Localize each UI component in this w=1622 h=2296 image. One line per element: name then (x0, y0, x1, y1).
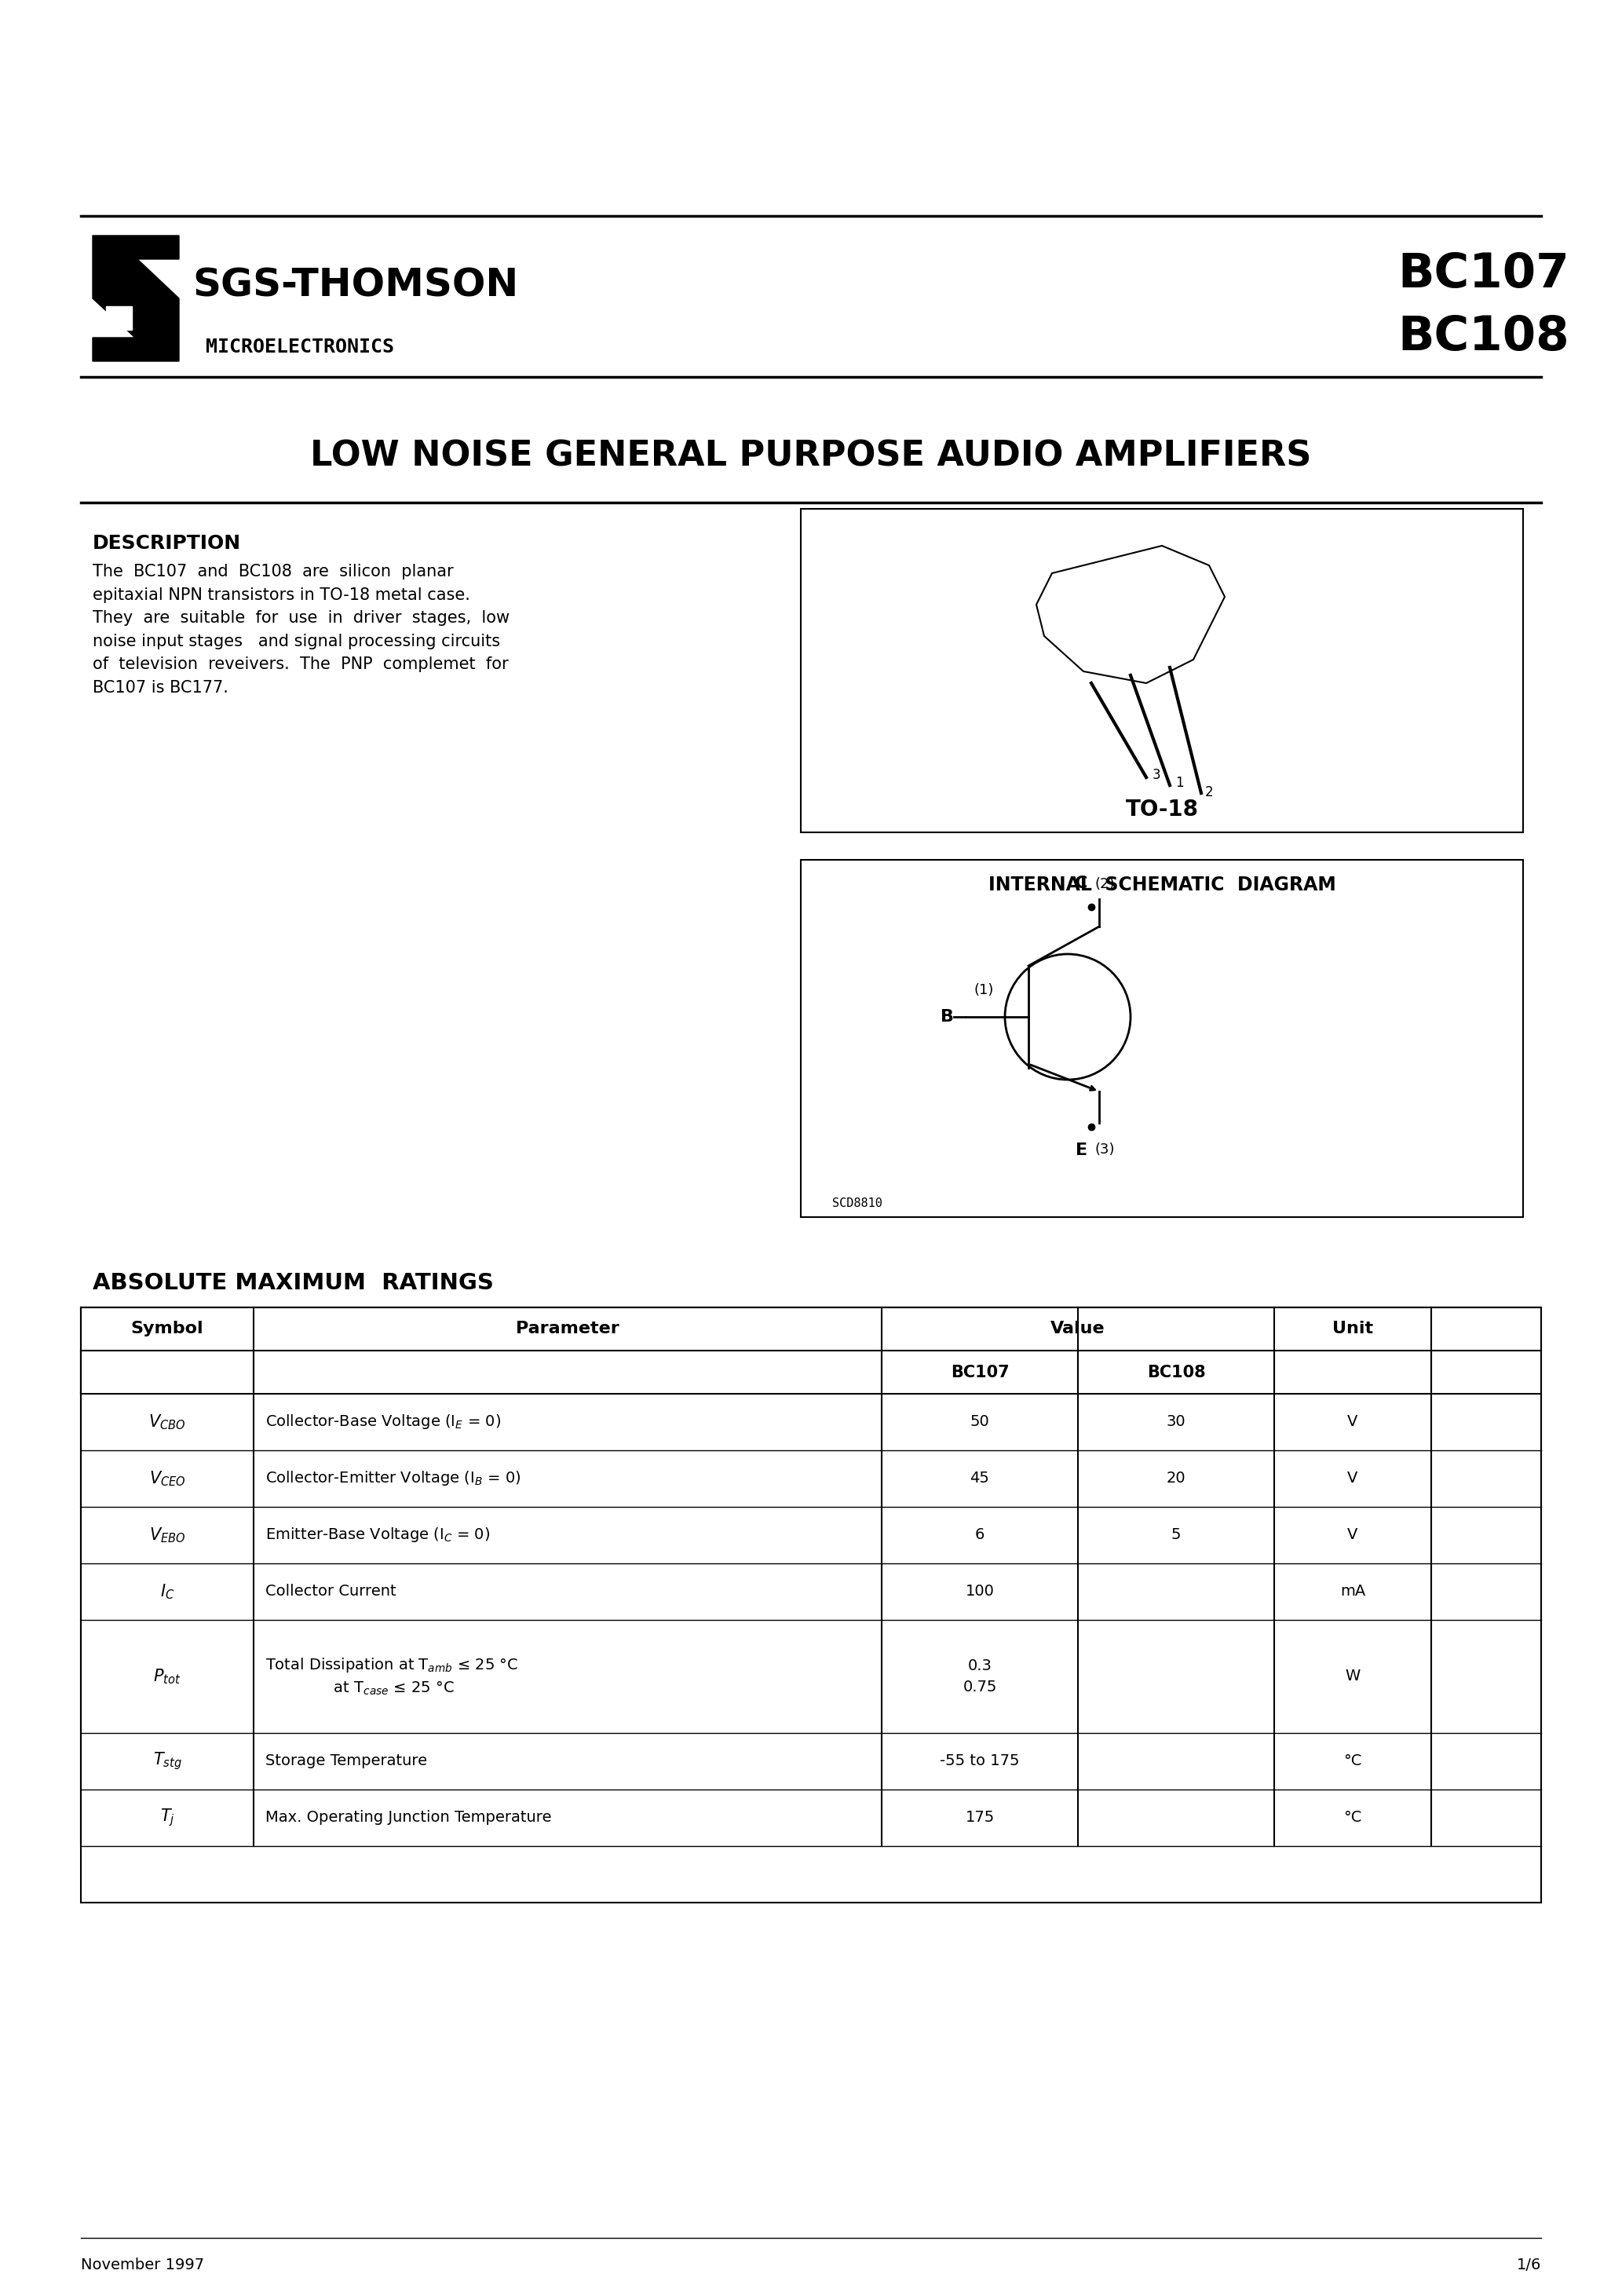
Text: Collector-Emitter Voltage (I$_B$ = 0): Collector-Emitter Voltage (I$_B$ = 0) (266, 1469, 521, 1488)
Text: Emitter-Base Voltage (I$_C$ = 0): Emitter-Base Voltage (I$_C$ = 0) (266, 1527, 490, 1545)
Text: -55 to 175: -55 to 175 (941, 1754, 1020, 1768)
Polygon shape (105, 305, 131, 331)
Text: BC107: BC107 (1398, 250, 1568, 298)
Text: 1/6: 1/6 (1517, 2257, 1541, 2273)
Text: ABSOLUTE MAXIMUM  RATINGS: ABSOLUTE MAXIMUM RATINGS (92, 1272, 493, 1295)
Text: V: V (1348, 1472, 1358, 1486)
Text: V: V (1348, 1527, 1358, 1543)
Text: LOW NOISE GENERAL PURPOSE AUDIO AMPLIFIERS: LOW NOISE GENERAL PURPOSE AUDIO AMPLIFIE… (310, 441, 1312, 473)
Text: Unit: Unit (1332, 1320, 1374, 1336)
Text: mA: mA (1340, 1584, 1366, 1598)
Text: 30: 30 (1166, 1414, 1186, 1430)
Text: 100: 100 (965, 1584, 994, 1598)
Text: °C: °C (1343, 1809, 1362, 1825)
Text: $V_{CBO}$: $V_{CBO}$ (149, 1412, 187, 1430)
Text: $P_{tot}$: $P_{tot}$ (154, 1667, 182, 1685)
Text: (1): (1) (973, 983, 993, 996)
Text: Collector-Base Voltage (I$_E$ = 0): Collector-Base Voltage (I$_E$ = 0) (266, 1412, 501, 1430)
Text: 3: 3 (1153, 767, 1161, 783)
Text: TO-18: TO-18 (1126, 799, 1199, 820)
Text: Symbol: Symbol (131, 1320, 204, 1336)
Text: V: V (1348, 1414, 1358, 1430)
Text: $I_{C}$: $I_{C}$ (161, 1582, 175, 1600)
Text: Collector Current: Collector Current (266, 1584, 396, 1598)
Text: $T_{j}$: $T_{j}$ (161, 1807, 175, 1828)
Text: $V_{CEO}$: $V_{CEO}$ (149, 1469, 185, 1488)
Text: BC108: BC108 (1398, 315, 1568, 360)
Text: Parameter: Parameter (516, 1320, 620, 1336)
Text: The  BC107  and  BC108  are  silicon  planar
epitaxial NPN transistors in TO-18 : The BC107 and BC108 are silicon planar e… (92, 565, 509, 696)
Text: 5: 5 (1171, 1527, 1181, 1543)
Text: November 1997: November 1997 (81, 2257, 204, 2273)
Text: Total Dissipation at T$_{amb}$ ≤ 25 °C
              at T$_{case}$ ≤ 25 °C: Total Dissipation at T$_{amb}$ ≤ 25 °C a… (266, 1655, 517, 1697)
Text: B: B (941, 1008, 954, 1024)
Text: $V_{EBO}$: $V_{EBO}$ (149, 1527, 185, 1545)
Text: °C: °C (1343, 1754, 1362, 1768)
Text: 50: 50 (970, 1414, 989, 1430)
Text: W: W (1345, 1669, 1361, 1683)
Text: 0.3
0.75: 0.3 0.75 (963, 1658, 998, 1694)
Text: (2): (2) (1095, 877, 1116, 891)
Text: 1: 1 (1176, 776, 1184, 790)
Text: MICROELECTRONICS: MICROELECTRONICS (206, 338, 394, 356)
Text: BC108: BC108 (1147, 1364, 1205, 1380)
Bar (81, 1306, 1541, 1903)
Bar (801, 859, 1523, 1217)
Text: Max. Operating Junction Temperature: Max. Operating Junction Temperature (266, 1809, 551, 1825)
Bar (801, 510, 1523, 833)
Text: 6: 6 (975, 1527, 985, 1543)
Text: Storage Temperature: Storage Temperature (266, 1754, 427, 1768)
Text: (3): (3) (1095, 1143, 1116, 1157)
Text: DESCRIPTION: DESCRIPTION (92, 535, 242, 553)
Polygon shape (1036, 546, 1225, 684)
Text: 20: 20 (1166, 1472, 1186, 1486)
Text: SGS-THOMSON: SGS-THOMSON (193, 266, 519, 305)
Text: 45: 45 (970, 1472, 989, 1486)
Text: SCD8810: SCD8810 (832, 1199, 882, 1210)
Text: E: E (1075, 1143, 1087, 1157)
Text: 175: 175 (965, 1809, 994, 1825)
Text: $T_{stg}$: $T_{stg}$ (152, 1752, 182, 1773)
Text: BC107: BC107 (950, 1364, 1009, 1380)
Text: C: C (1074, 875, 1087, 891)
Text: 2: 2 (1205, 785, 1213, 799)
Polygon shape (92, 236, 178, 360)
Text: INTERNAL  SCHEMATIC  DIAGRAM: INTERNAL SCHEMATIC DIAGRAM (988, 875, 1337, 895)
Text: Value: Value (1051, 1320, 1105, 1336)
